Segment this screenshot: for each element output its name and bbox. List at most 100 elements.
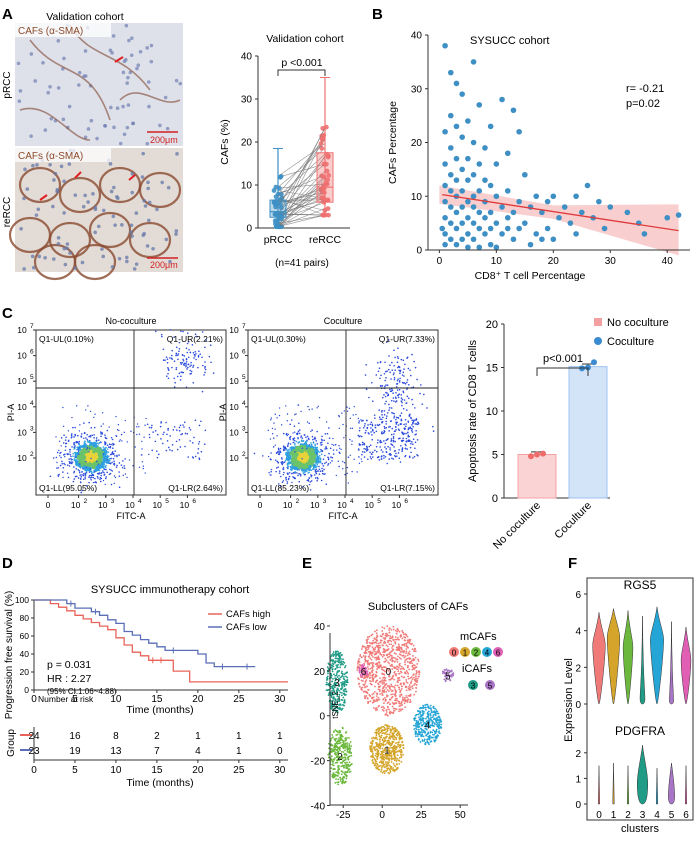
cell-point: [395, 648, 398, 651]
cell-point: [400, 646, 403, 649]
flow-event: [313, 468, 315, 470]
nucleus: [56, 236, 61, 240]
flow-event: [109, 462, 112, 465]
flow-event: [384, 379, 386, 382]
scale-bar-bottom: 200μm: [150, 260, 178, 270]
cell-point: [339, 778, 342, 781]
flow-event: [281, 458, 283, 460]
nucleus: [35, 163, 39, 167]
flow-event: [276, 417, 278, 419]
flow-event: [380, 432, 383, 434]
cell-point: [416, 681, 418, 683]
cell-point: [402, 676, 405, 679]
flow-event: [175, 353, 178, 355]
flow-event: [398, 429, 401, 432]
data-point: [324, 168, 330, 174]
flow-event: [408, 439, 410, 441]
flow-event: [359, 435, 361, 437]
flow-event: [346, 466, 349, 469]
flow-event: [85, 485, 88, 487]
cell-point: [394, 636, 397, 638]
flow-event: [385, 376, 387, 379]
flow-event: [94, 477, 96, 480]
cell-point: [365, 695, 368, 697]
flow-event: [372, 430, 374, 432]
y-tick-exp: 4: [242, 400, 246, 407]
cell-point: [392, 659, 394, 662]
risk-low-value: 0: [277, 746, 283, 757]
flow-event: [270, 470, 272, 473]
nucleus: [112, 185, 116, 190]
nucleus: [34, 213, 39, 217]
cell-point: [385, 724, 388, 727]
cell-point: [415, 675, 417, 678]
flow-event: [88, 421, 90, 424]
flow-event: [383, 454, 385, 457]
nucleus: [52, 178, 56, 182]
flow-event: [416, 378, 418, 381]
nucleus: [178, 81, 183, 86]
cell-point: [394, 690, 397, 692]
nucleus: [155, 207, 159, 212]
risk-low-value: 13: [110, 746, 122, 757]
flow-event: [322, 458, 325, 461]
panel-label-c: C: [2, 305, 13, 322]
cell-point: [385, 711, 388, 713]
cell-point: [394, 667, 397, 669]
nucleus: [127, 38, 131, 43]
flow-event: [103, 468, 106, 471]
cell-point: [363, 684, 366, 687]
flow-event: [403, 427, 406, 430]
nucleus: [67, 162, 72, 166]
cell-point: [394, 695, 397, 698]
flow-event: [197, 356, 200, 358]
flow-event: [162, 433, 164, 436]
flow-event: [282, 468, 284, 471]
flow-event: [283, 461, 286, 463]
x-tick-label: 10: [491, 256, 503, 267]
flow-event: [49, 475, 52, 478]
flow-event: [393, 433, 395, 435]
nucleus: [46, 90, 51, 95]
bar-point: [528, 453, 534, 460]
flow-event: [102, 423, 104, 425]
flow-event: [122, 474, 124, 477]
flow-event: [321, 472, 324, 475]
flow-event: [366, 446, 368, 449]
x-tick-label: 10: [337, 500, 347, 510]
nucleus: [95, 136, 99, 141]
flow-event: [66, 464, 69, 466]
cell-point: [384, 700, 387, 702]
scatter-point: [470, 171, 477, 178]
cell-point: [369, 667, 372, 670]
cell-point: [392, 656, 395, 659]
flow-event: [320, 450, 322, 453]
nucleus: [48, 162, 52, 167]
cell-point: [382, 757, 385, 760]
flow-event: [105, 461, 107, 464]
cell-point: [381, 694, 384, 696]
flow-event: [188, 348, 190, 351]
cell-point: [408, 684, 411, 686]
flow-event: [177, 358, 179, 361]
flow-event: [356, 471, 358, 473]
nucleus: [73, 266, 78, 270]
flow-event: [401, 374, 404, 376]
flow-event: [338, 447, 341, 450]
bar-0: [517, 454, 557, 499]
nucleus: [124, 23, 129, 28]
risk-x-label: Time (months): [126, 777, 193, 789]
cell-point: [401, 699, 404, 701]
flow-event: [280, 475, 282, 478]
flow-event: [176, 429, 178, 431]
flow-event: [281, 481, 284, 483]
nucleus: [56, 86, 61, 90]
scatter-point: [465, 155, 471, 162]
flow-event: [151, 424, 153, 427]
flow-event: [370, 431, 372, 433]
flow-event: [377, 424, 380, 427]
cell-point: [391, 689, 394, 692]
cell-point: [412, 676, 415, 679]
nucleus: [143, 204, 148, 208]
y-tick-label: 10: [241, 181, 253, 192]
